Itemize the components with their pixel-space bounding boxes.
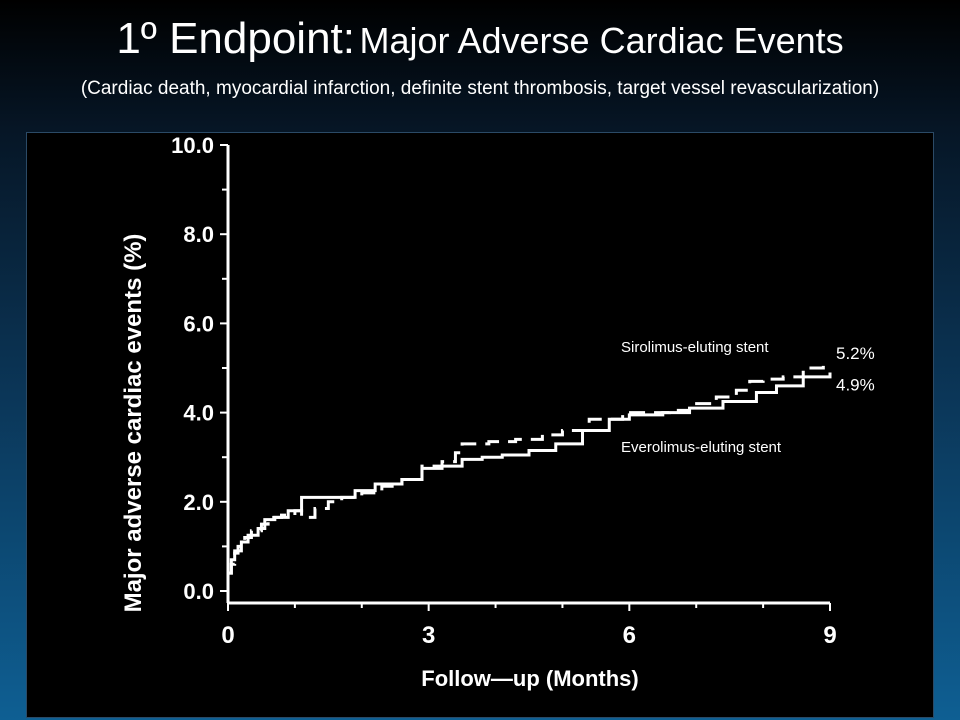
title-rest: Major Adverse Cardiac Events bbox=[359, 20, 844, 61]
y-tick-label: 10.0 bbox=[171, 133, 214, 158]
series-end-value: 4.9% bbox=[836, 375, 875, 394]
y-tick-label: 2.0 bbox=[183, 490, 214, 515]
series-name-label: Sirolimus-eluting stent bbox=[621, 339, 769, 356]
title-main: 1º Endpoint: bbox=[116, 14, 356, 63]
x-tick-label: 3 bbox=[422, 622, 435, 649]
slide-title: 1º Endpoint: Major Adverse Cardiac Event… bbox=[0, 14, 960, 64]
series-name-label: Everolimus-eluting stent bbox=[621, 439, 782, 456]
series-end-value: 5.2% bbox=[836, 344, 875, 363]
chart-marks: 5.2% Sirolimus-eluting stent 4.9% Everolimu… bbox=[228, 339, 875, 575]
series-line-everolimus bbox=[228, 372, 832, 575]
x-tick-label: 6 bbox=[623, 622, 636, 649]
y-tick-label: 8.0 bbox=[183, 222, 214, 247]
x-tick-label: 9 bbox=[823, 622, 836, 649]
chart-axes: 0.0 2.0 4.0 6.0 8.0 10.0 0 3 6 9 bbox=[171, 133, 837, 649]
chart-svg: 0.0 2.0 4.0 6.0 8.0 10.0 0 3 6 9 5.2% Sirolimus-el… bbox=[120, 133, 875, 691]
y-tick-label: 4.0 bbox=[183, 401, 214, 426]
series-line-sirolimus bbox=[228, 359, 825, 575]
x-axis-label: Follow—up (Months) bbox=[421, 666, 639, 691]
y-tick-label: 0.0 bbox=[183, 579, 214, 604]
slide-subtitle: (Cardiac death, myocardial infarction, d… bbox=[80, 78, 880, 99]
x-tick-label: 0 bbox=[221, 622, 234, 649]
chart-panel: 0.0 2.0 4.0 6.0 8.0 10.0 0 3 6 9 5.2% Sirolimus-el… bbox=[26, 132, 934, 718]
y-tick-label: 6.0 bbox=[183, 311, 214, 336]
y-axis-label: Major adverse cardiac events (%) bbox=[120, 234, 147, 613]
